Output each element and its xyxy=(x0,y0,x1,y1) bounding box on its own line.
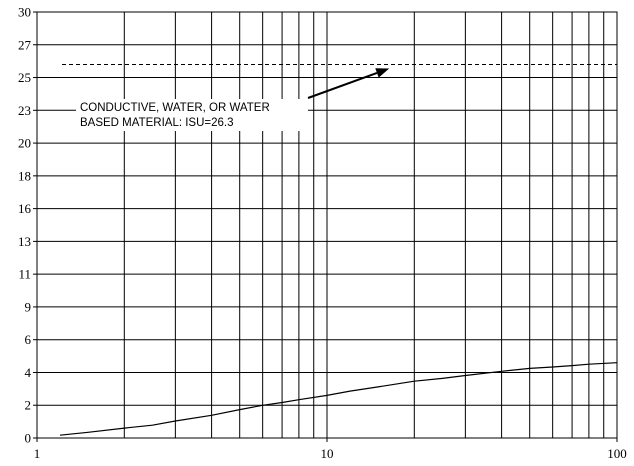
series-group xyxy=(59,362,618,436)
y-tick-label: 20 xyxy=(18,136,31,151)
x-tick-label: 10 xyxy=(321,446,334,461)
y-tick-label: 6 xyxy=(25,332,32,347)
y-tick-label: 2 xyxy=(25,398,32,413)
y-tick-label: 27 xyxy=(18,37,32,52)
annotation-group: CONDUCTIVE, WATER, OR WATER BASED MATERI… xyxy=(76,68,390,131)
y-tick-label: 25 xyxy=(18,70,31,85)
annotation-arrowhead xyxy=(375,68,390,78)
y-tick-label: 9 xyxy=(25,299,32,314)
series-line-0 xyxy=(59,362,618,436)
x-tick-label: 100 xyxy=(607,446,627,461)
y-tick-label: 18 xyxy=(18,168,31,183)
y-tick-label: 16 xyxy=(18,201,32,216)
y-tick-label: 23 xyxy=(18,103,31,118)
annotation-text-line-1: CONDUCTIVE, WATER, OR WATER xyxy=(80,102,270,114)
x-tick-label: 1 xyxy=(34,446,41,461)
y-tick-label: 30 xyxy=(18,5,31,20)
grid-lines xyxy=(37,11,617,439)
y-tick-label: 0 xyxy=(25,431,32,446)
x-axis-ticks: 1 10 100 xyxy=(34,438,627,461)
y-tick-label: 13 xyxy=(18,234,31,249)
annotation-text-line-2: BASED MATERIAL: ISU=26.3 xyxy=(80,117,234,129)
annotation-arrow xyxy=(307,72,378,99)
y-tick-label: 11 xyxy=(18,267,31,282)
y-axis-ticks: 0 2 4 6 9 11 13 16 18 20 23 25 27 30 xyxy=(18,5,37,446)
annotation-box xyxy=(76,99,308,131)
y-tick-label: 4 xyxy=(25,365,32,380)
